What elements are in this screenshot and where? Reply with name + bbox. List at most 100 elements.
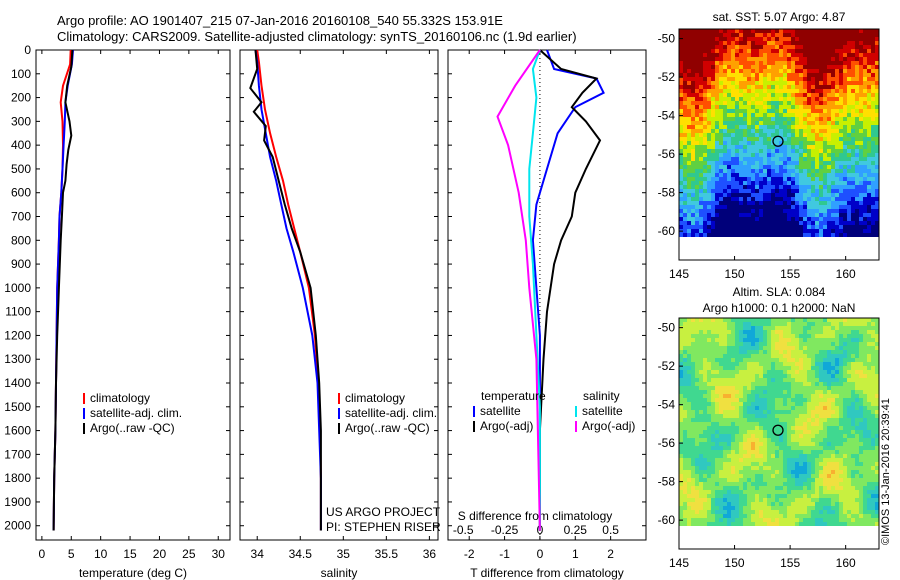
map-cell [855, 406, 859, 410]
map-cell [719, 73, 723, 77]
map-cell [695, 358, 699, 362]
map-cell [691, 217, 695, 221]
map-cell [787, 414, 791, 418]
map-cell [827, 466, 831, 470]
map-cell [775, 462, 779, 466]
map-cell [859, 197, 863, 201]
map-cell [855, 129, 859, 133]
map-cell [847, 438, 851, 442]
map-cell [811, 161, 815, 165]
map-cell [831, 217, 835, 221]
map-cell [867, 233, 871, 237]
map-cell [679, 318, 683, 322]
map-cell [811, 181, 815, 185]
map-cell [727, 157, 731, 161]
map-cell [743, 374, 747, 378]
map-cell [843, 229, 847, 233]
map-cell [875, 450, 879, 454]
map-cell [875, 161, 879, 165]
map-cell [859, 354, 863, 358]
map-cell [759, 165, 763, 169]
map-cell [859, 73, 863, 77]
map-cell [723, 121, 727, 125]
map-cell [707, 181, 711, 185]
map-cell [835, 446, 839, 450]
map-cell [855, 53, 859, 57]
map-cell [683, 29, 687, 33]
map-cell [871, 318, 875, 322]
map-cell [723, 201, 727, 205]
map-cell [723, 318, 727, 322]
map-cell [683, 410, 687, 414]
map-cell [867, 145, 871, 149]
map-cell [755, 398, 759, 402]
map-cell [859, 414, 863, 418]
map-cell [703, 33, 707, 37]
map-frame [678, 28, 880, 261]
map-cell [739, 133, 743, 137]
map-cell [715, 418, 719, 422]
map-cell [679, 422, 683, 426]
map-cell [843, 366, 847, 370]
map-cell [811, 358, 815, 362]
map-cell [831, 470, 835, 474]
map-cell [767, 450, 771, 454]
legend-label: Argo(-adj) [582, 419, 635, 433]
map-cell [703, 125, 707, 129]
map-cell [839, 382, 843, 386]
map-cell [851, 386, 855, 390]
map-cell [803, 69, 807, 73]
map-cell [795, 374, 799, 378]
map-cell [871, 418, 875, 422]
map-cell [867, 53, 871, 57]
map-cell [867, 478, 871, 482]
y-tick-label: 1100 [5, 305, 31, 319]
map-cell [703, 129, 707, 133]
map-cell [803, 454, 807, 458]
map-cell [787, 410, 791, 414]
map-cell [851, 77, 855, 81]
map-cell [811, 29, 815, 33]
map-cell [703, 205, 707, 209]
map-cell [691, 474, 695, 478]
map-cell [827, 358, 831, 362]
map-cell [727, 318, 731, 322]
map-cell [751, 390, 755, 394]
map-cell [679, 398, 683, 402]
map-cell [791, 346, 795, 350]
map-cell [695, 149, 699, 153]
map-cell [679, 173, 683, 177]
map-cell [823, 81, 827, 85]
map-cell [855, 121, 859, 125]
map-cell [795, 402, 799, 406]
map-cell [787, 354, 791, 358]
map-cell [683, 185, 687, 189]
map-cell [719, 185, 723, 189]
map-cell [851, 438, 855, 442]
map-cell [783, 233, 787, 237]
legend-label: satellite-adj. clim. [345, 406, 437, 420]
map-cell [759, 430, 763, 434]
map-cell [707, 466, 711, 470]
map-cell [735, 334, 739, 338]
map-cell [699, 57, 703, 61]
map-cell [815, 446, 819, 450]
map-cell [699, 65, 703, 69]
map-cell [795, 318, 799, 322]
map-cell [767, 442, 771, 446]
map-cell [727, 185, 731, 189]
map-cell [683, 454, 687, 458]
map-cell [739, 165, 743, 169]
map-cell [743, 454, 747, 458]
map-cell [763, 77, 767, 81]
map-cell [711, 454, 715, 458]
map-cell [799, 482, 803, 486]
map-cell [855, 209, 859, 213]
map-cell [711, 141, 715, 145]
map-cell [719, 354, 723, 358]
map-cell [755, 394, 759, 398]
map-cell [723, 466, 727, 470]
map-cell [867, 221, 871, 225]
map-cell [763, 454, 767, 458]
map-cell [859, 394, 863, 398]
